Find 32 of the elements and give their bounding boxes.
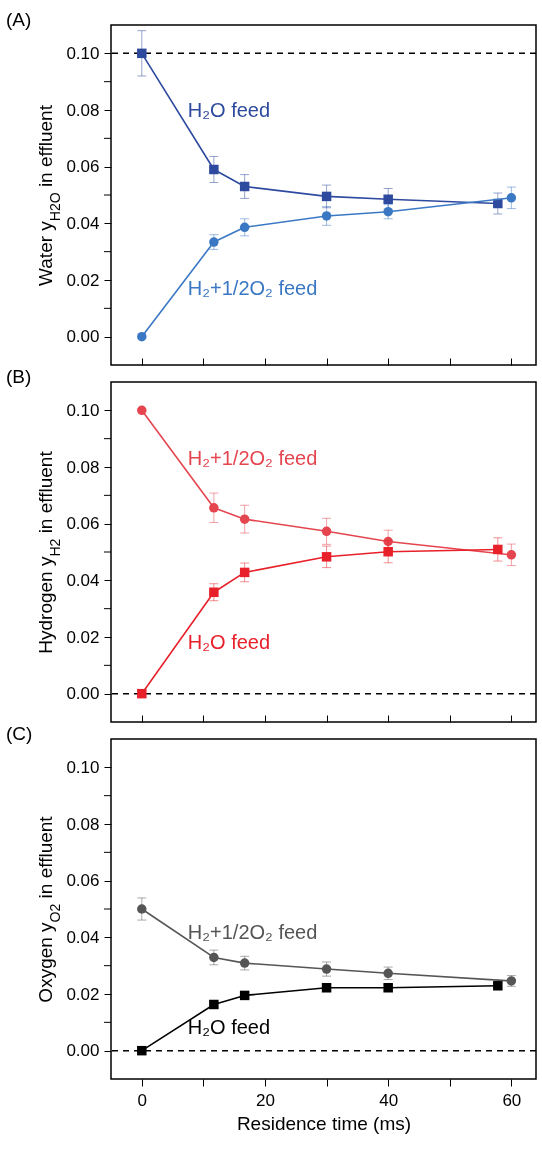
y-tick-label: 0.06 bbox=[66, 514, 100, 534]
y-tick-label: 0.08 bbox=[66, 814, 100, 834]
y-tick-label: 0.04 bbox=[66, 927, 100, 947]
y-tick-label: 0.04 bbox=[66, 570, 100, 590]
y-tick-label: 0.00 bbox=[66, 1041, 100, 1061]
y-tick-label: 0.10 bbox=[66, 400, 100, 420]
series-label: H₂+1/2O₂ feed bbox=[187, 921, 318, 944]
y-tick-label: 0.02 bbox=[66, 627, 100, 647]
y-tick-label: 0.08 bbox=[66, 457, 100, 477]
y-tick-label: 0.02 bbox=[66, 270, 100, 290]
series-label: H₂O feed bbox=[187, 630, 271, 653]
chart-title: (A) bbox=[6, 9, 32, 30]
x-axis-title: Residence time (ms) bbox=[236, 1112, 412, 1134]
x-tick-label: 20 bbox=[256, 1090, 275, 1110]
series-label: H₂O feed bbox=[187, 99, 271, 122]
y-tick-label: 0.04 bbox=[66, 213, 100, 233]
y-tick-label: 0.08 bbox=[66, 100, 100, 120]
chart-title: (C) bbox=[6, 723, 33, 744]
chart-title: (B) bbox=[6, 366, 32, 387]
y-tick-label: 0.06 bbox=[66, 157, 100, 177]
x-tick-label: 0 bbox=[137, 1090, 148, 1110]
series-label: H₂+1/2O₂ feed bbox=[187, 447, 318, 470]
y-tick-label: 0.06 bbox=[66, 871, 100, 891]
x-tick-label: 60 bbox=[502, 1090, 522, 1110]
y-tick-label: 0.02 bbox=[66, 984, 100, 1004]
y-tick-label: 0.00 bbox=[66, 684, 100, 704]
series-label: H₂O feed bbox=[187, 1015, 271, 1038]
series-label: H₂+1/2O₂ feed bbox=[187, 277, 318, 300]
y-tick-label: 0.00 bbox=[66, 327, 100, 347]
y-tick-label: 0.10 bbox=[66, 43, 100, 63]
y-tick-label: 0.10 bbox=[66, 757, 100, 777]
x-tick-label: 40 bbox=[379, 1090, 399, 1110]
